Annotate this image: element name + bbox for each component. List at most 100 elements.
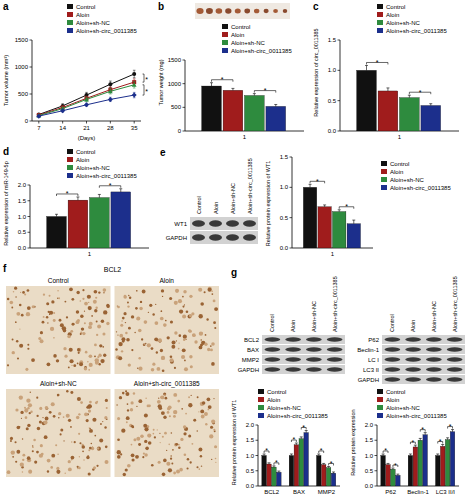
ihc-stain — [165, 397, 168, 400]
ihc-stain — [92, 418, 96, 422]
bar — [321, 465, 326, 486]
significance-label: * — [439, 438, 442, 445]
legend-label: Aloin+sh-NC — [76, 165, 111, 171]
ihc-stain — [176, 340, 177, 341]
legend-swatch — [67, 28, 73, 33]
ihc-stain — [213, 299, 216, 302]
ihc-stain — [21, 314, 24, 317]
ihc-stain — [84, 412, 88, 416]
ihc-stain — [82, 450, 84, 452]
legend-label: Aloin — [76, 12, 89, 18]
blot-band — [405, 377, 421, 382]
error-bar — [98, 194, 101, 197]
ihc-stain — [60, 433, 62, 435]
ihc-stain — [94, 435, 96, 437]
ihc-stain — [88, 449, 90, 451]
ihc-stain — [171, 463, 173, 465]
y-tick-label: 0 — [25, 118, 29, 124]
x-tick-label: Beclin-1 — [407, 489, 429, 495]
ihc-stain — [82, 445, 86, 449]
ihc-stain — [106, 407, 108, 409]
ihc-stain — [192, 333, 196, 337]
ihc-stain — [53, 319, 56, 322]
legend-swatch — [377, 389, 383, 394]
bar — [347, 224, 360, 248]
y-tick-label: 1.5 — [280, 154, 289, 160]
tumor-photo — [195, 3, 290, 19]
ihc-stain — [47, 322, 48, 323]
error-bar — [429, 104, 432, 106]
ihc-stain — [50, 327, 54, 331]
legend-label: Aloin — [267, 397, 280, 403]
ihc-stain — [71, 298, 74, 301]
ihc-stain — [191, 395, 192, 396]
ihc-stain — [82, 289, 84, 291]
ihc-stain — [57, 298, 58, 299]
ihc-panel: BCL2ControlAloinAloin+sh-NCAloin+sh-circ… — [6, 266, 219, 477]
ihc-stain — [177, 400, 180, 403]
ihc-image — [6, 389, 111, 477]
ihc-stain — [124, 295, 127, 298]
significance-label: * — [384, 447, 387, 454]
blot-band — [192, 220, 205, 227]
y-tick — [375, 486, 378, 487]
significance-label: * — [302, 424, 305, 431]
legend-swatch — [258, 389, 264, 394]
ihc-stain — [143, 452, 145, 454]
significance-label: * — [109, 182, 112, 189]
ihc-stain — [163, 392, 166, 395]
ihc-stain — [88, 325, 92, 329]
ihc-stain — [202, 401, 206, 405]
x-tick-label: 28 — [107, 125, 114, 131]
series-line — [39, 82, 134, 115]
y-tick-label: 1500 — [168, 57, 182, 63]
ihc-stain — [161, 310, 163, 312]
y-tick — [338, 40, 341, 41]
ihc-stain — [80, 333, 82, 335]
ihc-stain — [15, 321, 17, 323]
ihc-stain — [96, 465, 98, 467]
legend-label: Aloin+sh-circ_0011385 — [267, 413, 328, 419]
blot-band — [306, 357, 322, 362]
ihc-stain — [199, 468, 201, 470]
ihc-stain — [174, 331, 177, 334]
ihc-stain — [72, 323, 75, 326]
ihc-stain — [19, 328, 20, 329]
ihc-stain — [24, 407, 26, 409]
significance-label: * — [293, 436, 296, 443]
ihc-stain — [138, 443, 141, 446]
y-axis-label: Relative protein expression — [350, 409, 356, 475]
y-axis-label: Relative expression of miR-149-5p — [3, 161, 9, 245]
ihc-stain — [148, 312, 149, 313]
series-line — [39, 95, 134, 116]
ihc-stain — [32, 450, 34, 452]
ihc-stain — [159, 433, 160, 434]
x-tick-label: MMP2 — [318, 489, 336, 495]
x-tick-label: 1 — [243, 134, 247, 140]
ihc-stain — [99, 438, 103, 442]
significance-label: * — [275, 459, 278, 466]
bar — [386, 465, 391, 486]
y-tick-label: 1.0 — [280, 184, 289, 190]
blot-band — [426, 367, 442, 372]
ihc-stain — [82, 332, 85, 335]
y-axis — [32, 40, 33, 121]
blot-band — [405, 347, 421, 352]
ihc-stain — [201, 415, 205, 419]
ihc-stain — [103, 288, 107, 292]
error-bar — [295, 443, 298, 445]
error-bar — [300, 437, 303, 439]
blot-band — [264, 337, 280, 342]
ihc-stain — [173, 472, 176, 475]
legend-swatch — [258, 405, 264, 410]
ihc-stain — [161, 356, 165, 360]
x-tick — [62, 121, 63, 124]
ihc-stain — [82, 298, 84, 300]
y-tick-label: 1000 — [15, 64, 29, 70]
y-tick-label: 0.0 — [365, 483, 374, 489]
ihc-stain — [174, 301, 178, 305]
ihc-stain — [157, 367, 161, 371]
legend-label: Aloin+sh-NC — [231, 40, 266, 46]
ihc-stain — [211, 459, 212, 460]
ihc-stain — [139, 307, 142, 310]
